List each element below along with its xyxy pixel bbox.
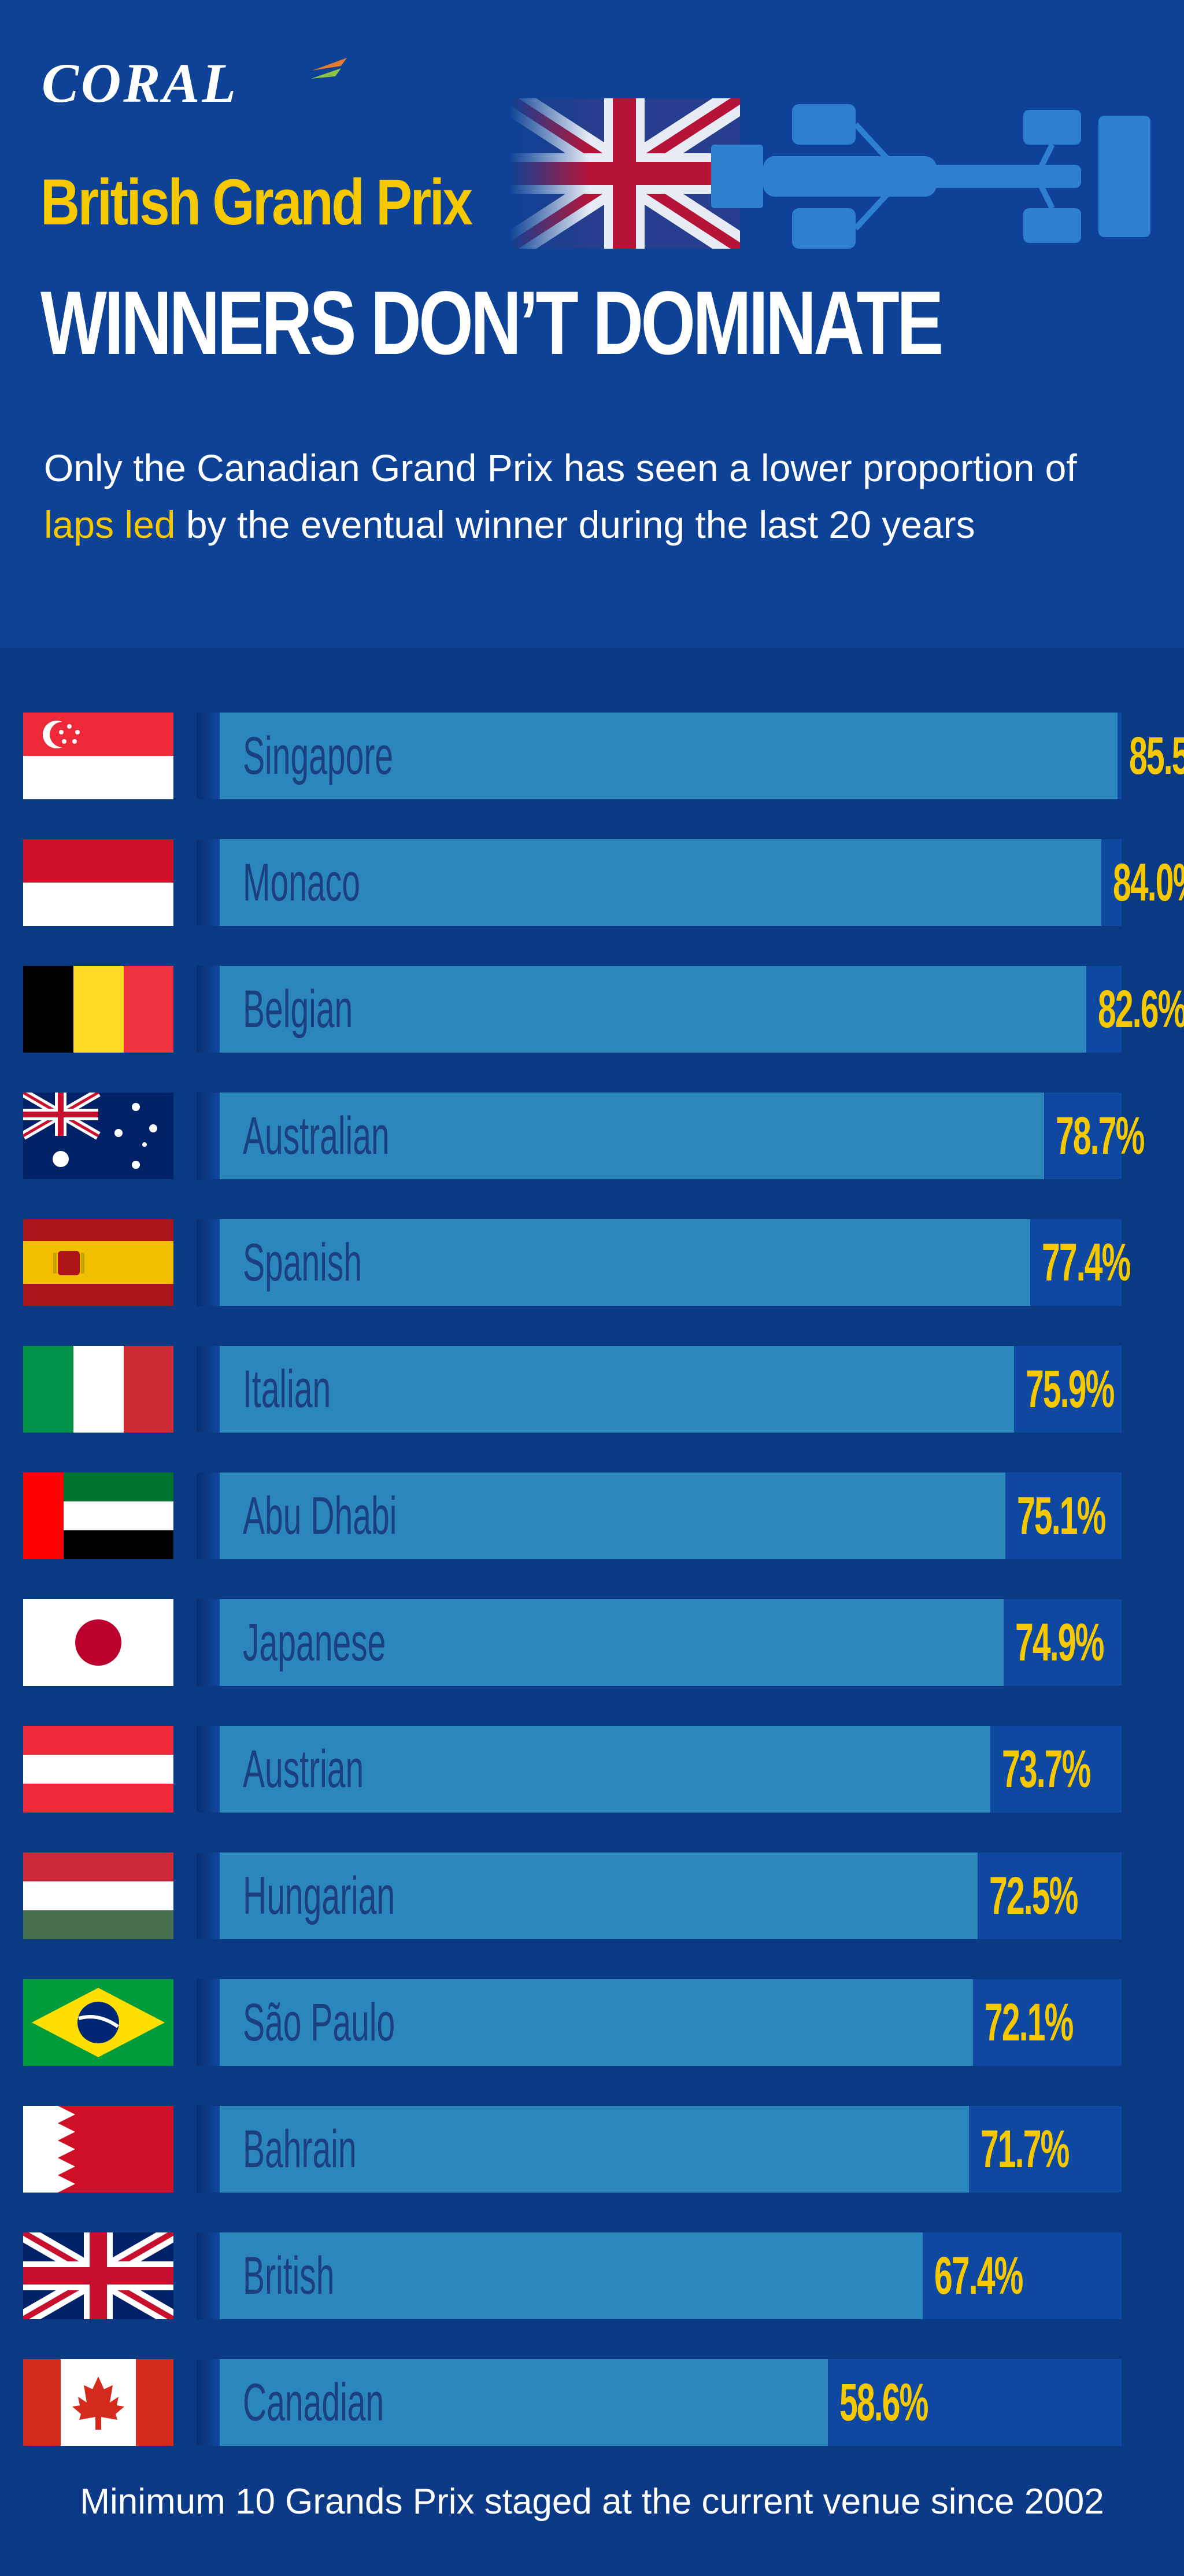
intro-text-end: by the eventual winner during the last 2… [175, 503, 975, 546]
bar-austrian [197, 1726, 991, 1813]
value-label-hungarian: 72.5% [989, 1866, 1078, 1925]
bahrain-flag-icon [23, 2106, 173, 2193]
bar-singapore [197, 713, 1118, 799]
category-label-singapore: Singapore [243, 726, 394, 785]
italy-flag-icon [23, 1346, 173, 1433]
coral-logo-icon [311, 58, 347, 79]
category-label-austrian: Austrian [243, 1740, 364, 1799]
category-label-bahrain: Bahrain [243, 2120, 357, 2179]
category-label-british: British [243, 2246, 335, 2305]
category-label-canadian: Canadian [243, 2373, 384, 2432]
bar-monaco [197, 839, 1102, 926]
f1-car-graphic [711, 104, 1150, 249]
bar-australian [197, 1093, 1045, 1179]
bar-edge-shadow [197, 1852, 220, 1939]
bar-edge-shadow [197, 839, 220, 926]
bar-hungarian [197, 1852, 978, 1939]
bar-italian [197, 1346, 1015, 1433]
bar-edge-shadow [197, 1979, 220, 2066]
bar-edge-shadow [197, 2106, 220, 2193]
spain-flag-icon [23, 1219, 173, 1306]
bar-edge-shadow [197, 2359, 220, 2446]
footnote: Minimum 10 Grands Prix staged at the cur… [80, 2482, 1104, 2522]
intro-text: Only the Canadian Grand Prix has seen a … [44, 440, 1142, 553]
japan-flag-icon [23, 1599, 173, 1686]
bar-bahrain [197, 2106, 969, 2193]
bar-british [197, 2232, 923, 2319]
value-label-abu-dhabi: 75.1% [1017, 1486, 1106, 1545]
category-label-hungarian: Hungarian [243, 1866, 395, 1925]
monaco-flag-icon [23, 839, 173, 926]
brazil-flag-icon [23, 1979, 173, 2066]
chart-title: WINNERS DON’T DOMINATE [40, 273, 944, 374]
category-label-australian: Australian [243, 1106, 390, 1165]
value-label-spanish: 77.4% [1042, 1233, 1131, 1292]
bar-edge-shadow [197, 713, 220, 799]
intro-text-start: Only the Canadian Grand Prix has seen a … [44, 446, 1077, 489]
category-label-sao-paulo: São Paulo [243, 1993, 395, 2052]
bar-edge-shadow [197, 966, 220, 1053]
bar-sao-paulo [197, 1979, 974, 2066]
australia-flag-icon [23, 1093, 173, 1179]
value-label-canadian: 58.6% [839, 2373, 928, 2432]
brand-logo: CORAL [42, 52, 239, 114]
bar-japanese [197, 1599, 1004, 1686]
category-label-belgian: Belgian [243, 980, 353, 1039]
header: CORAL [0, 0, 1184, 648]
bar-edge-shadow [197, 1346, 220, 1433]
category-label-monaco: Monaco [243, 853, 360, 912]
category-label-spanish: Spanish [243, 1233, 362, 1292]
bar-edge-shadow [197, 1599, 220, 1686]
value-label-japanese: 74.9% [1015, 1613, 1104, 1672]
bar-edge-shadow [197, 1093, 220, 1179]
value-label-sao-paulo: 72.1% [985, 1993, 1074, 2052]
hungary-flag-icon [23, 1852, 173, 1939]
belgium-flag-icon [23, 966, 173, 1053]
value-label-belgian: 82.6% [1097, 980, 1184, 1039]
bar-chart: Singapore 85.5% Monaco 84.0% Belgian 82.6% Aus… [0, 648, 1184, 2475]
chart-subtitle: British Grand Prix [40, 166, 473, 238]
category-label-italian: Italian [243, 1360, 331, 1419]
bar-edge-shadow [197, 1472, 220, 1559]
austria-flag-icon [23, 1726, 173, 1813]
bar-spanish [197, 1219, 1031, 1306]
intro-highlight: laps led [44, 503, 176, 546]
value-label-italian: 75.9% [1026, 1360, 1115, 1419]
canada-flag-icon [23, 2359, 173, 2446]
bar-edge-shadow [197, 1726, 220, 1813]
uk-flag-icon [23, 2232, 173, 2319]
singapore-flag-icon [23, 713, 173, 799]
bar-belgian [197, 966, 1086, 1053]
value-label-monaco: 84.0% [1113, 853, 1184, 912]
bar-canadian [197, 2359, 828, 2446]
category-label-abu-dhabi: Abu Dhabi [243, 1486, 397, 1545]
category-label-japanese: Japanese [243, 1613, 386, 1672]
value-label-australian: 78.7% [1056, 1106, 1145, 1165]
value-label-singapore: 85.5% [1129, 726, 1184, 785]
bar-edge-shadow [197, 1219, 220, 1306]
union-jack-graphic [509, 98, 740, 249]
bar-edge-shadow [197, 2232, 220, 2319]
value-label-austrian: 73.7% [1002, 1740, 1091, 1799]
value-label-british: 67.4% [934, 2246, 1023, 2305]
bar-abu-dhabi [197, 1472, 1006, 1559]
uae-flag-icon [23, 1472, 173, 1559]
value-label-bahrain: 71.7% [980, 2120, 1070, 2179]
